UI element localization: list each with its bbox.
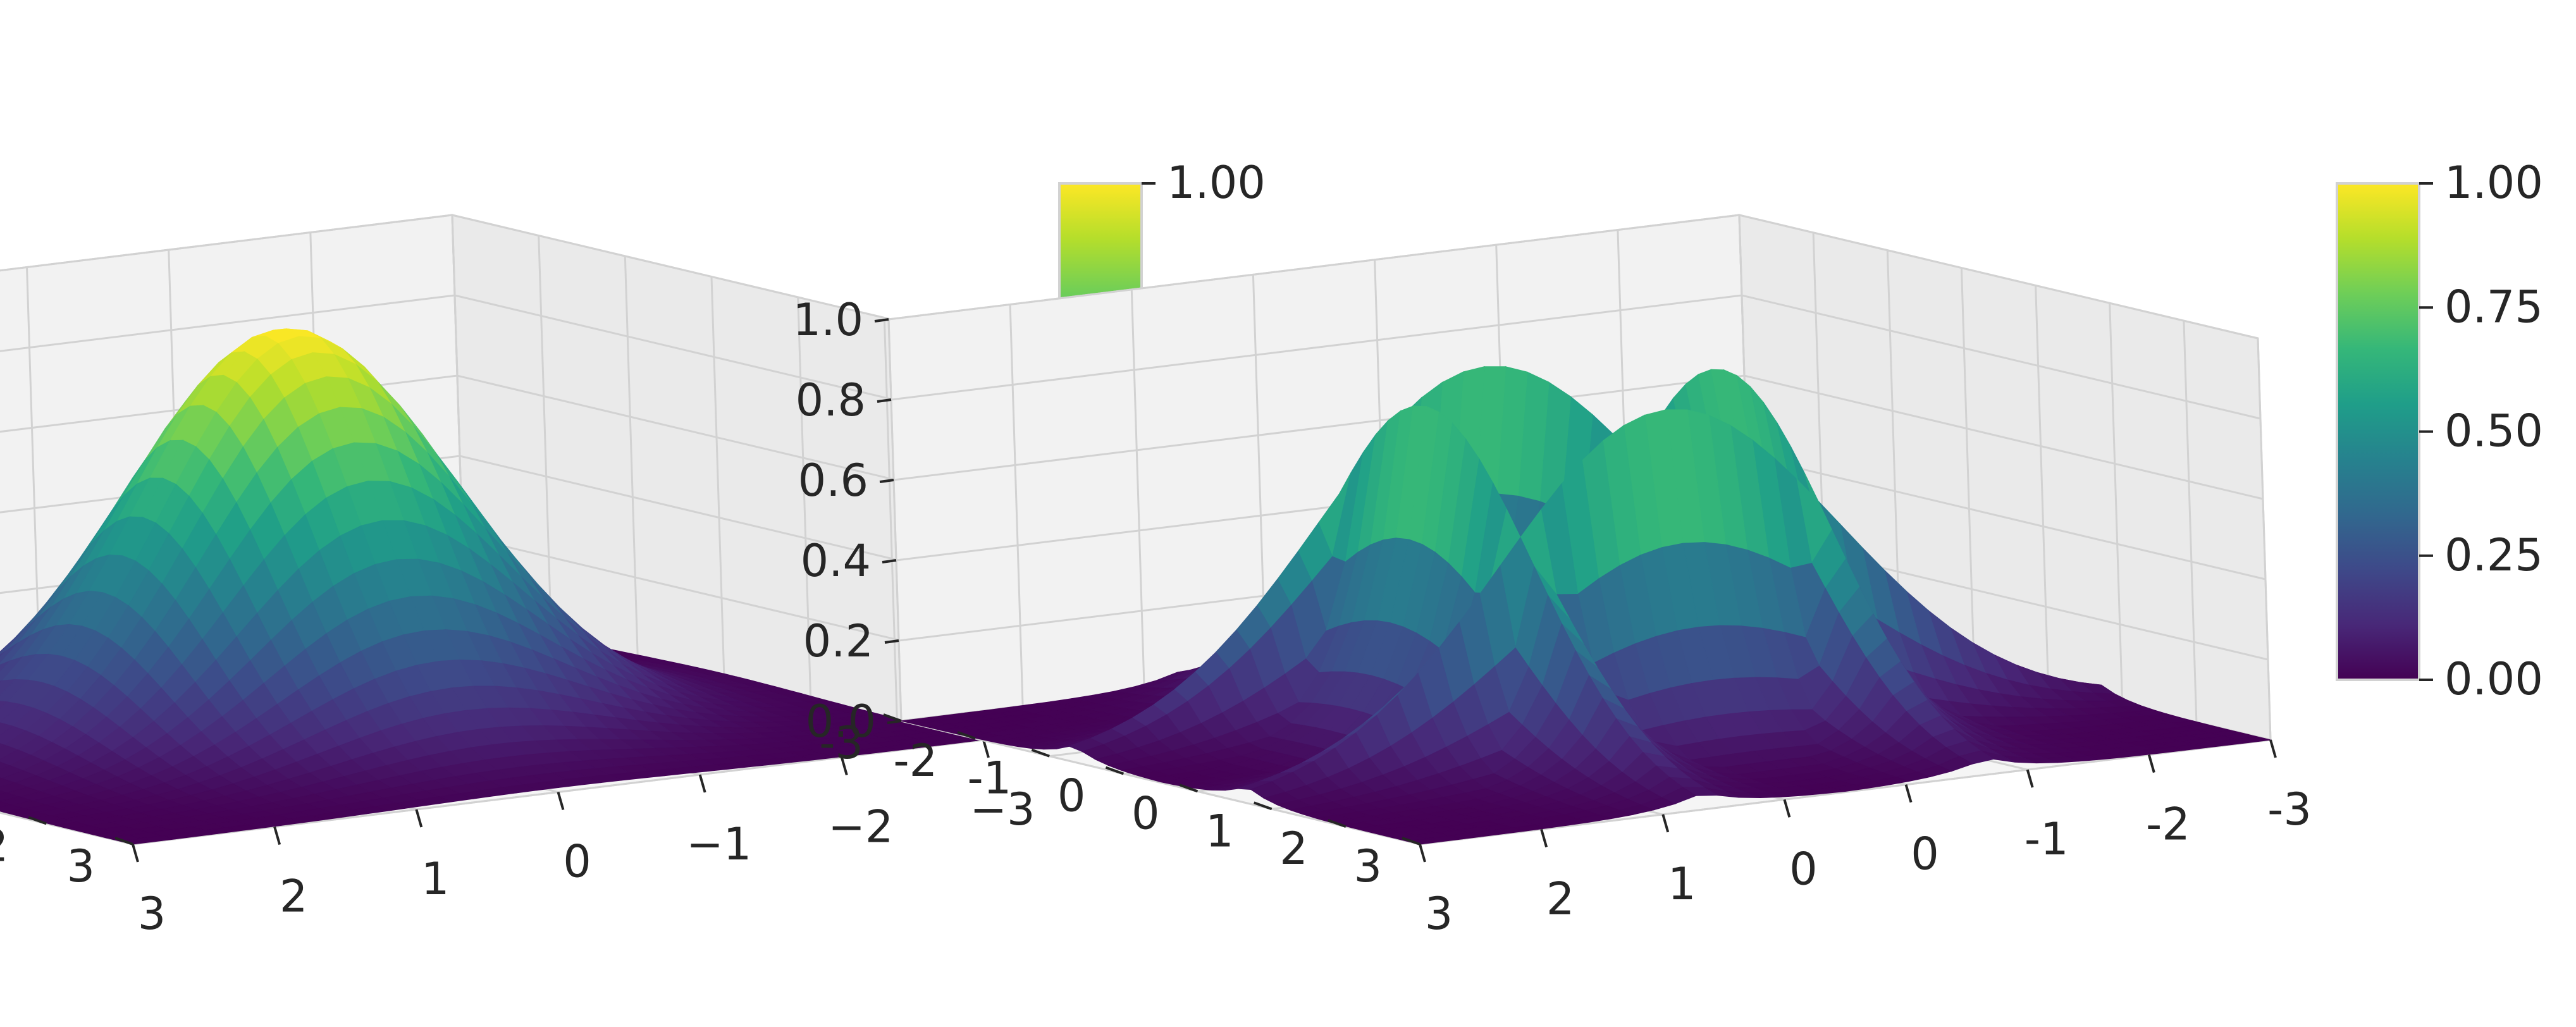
x-tick-label: -2: [2146, 799, 2190, 851]
z-tick: [879, 479, 894, 483]
surface-patch: [0, 722, 14, 736]
x-tick: [2147, 754, 2155, 773]
y-tick-label: -1: [967, 753, 1011, 804]
x-tick: [415, 809, 423, 828]
z-gridline: [0, 214, 971, 340]
colorbar-tick-label: 0.50: [2444, 405, 2543, 457]
y-tick: [1254, 801, 1273, 811]
x-tick: [1540, 828, 1548, 847]
y-tick: [114, 837, 133, 846]
z-gridline: [888, 214, 2259, 340]
x-tick-label: 1: [421, 853, 450, 905]
x-tick: [557, 791, 565, 811]
y-tick-label: 3: [1353, 840, 1382, 892]
x-tick: [273, 826, 281, 846]
surface-patch: [0, 701, 22, 723]
y-tick-label: 1: [1205, 805, 1234, 857]
x-axis: 3 2 1 0 −1 −2 −3: [132, 739, 1035, 940]
colorbar-tick-label: 0.00: [2444, 653, 2543, 705]
x-axis: 3 2 1 0 0 -1 -2 -3: [1419, 739, 2312, 940]
x-tick: [1661, 814, 1670, 833]
x-tick-label: 1: [1668, 858, 1696, 910]
x-tick-label: 2: [280, 871, 308, 923]
x-tick-label: 2: [1546, 873, 1575, 925]
y-tick-label: 3: [66, 840, 95, 892]
z-tick: [882, 559, 897, 563]
z-tick: [884, 639, 899, 644]
x-tick: [132, 844, 139, 863]
z-gridline: [0, 294, 974, 420]
right-surface-plot: 0.00.20.40.60.81.0-3 -2 -1 0 0 1 2 33 2 1 0 0 -1 -2 -3…: [793, 157, 2543, 940]
colorbar: 0.00 0.25 0.50 0.75 1.00: [2336, 157, 2543, 705]
y-tick: [1328, 819, 1347, 828]
surface: [901, 366, 2271, 845]
z-gridline: [893, 374, 2264, 500]
z-tick: [877, 398, 892, 403]
x-tick-label: −2: [828, 801, 893, 853]
surface-patch: [0, 761, 11, 770]
y-axis: -3 -2 -1 0 0 1 2 3: [819, 713, 1420, 892]
x-tick-label: 0: [1911, 828, 1939, 880]
x-tick: [698, 774, 706, 793]
surface: [0, 328, 984, 845]
x-tick: [1904, 784, 1913, 803]
z-tick-label: 0.6: [798, 455, 868, 507]
x-tick-label: -3: [2267, 784, 2312, 835]
x-tick-label: 3: [1425, 888, 1453, 940]
x-tick-label: 0: [563, 836, 591, 888]
y-tick: [28, 816, 47, 825]
y-tick: [1402, 837, 1420, 846]
y-tick: [1105, 766, 1125, 775]
z-gridline: [0, 374, 977, 500]
y-tick-label: 0: [1131, 787, 1160, 839]
z-tick: [874, 318, 889, 323]
y-tick-label: 0: [1057, 770, 1086, 822]
x-tick-label: -1: [2024, 813, 2069, 865]
z-tick-label: 0.4: [801, 535, 871, 587]
surface-patch: [0, 792, 20, 802]
colorbar-tick-label: 0.25: [2444, 529, 2543, 581]
surface-patch: [0, 801, 12, 808]
x-tick-label: 0: [1789, 843, 1818, 895]
z-gridline: [0, 455, 979, 581]
surface-patch: [0, 790, 8, 795]
z-gridline: [891, 294, 2261, 420]
x-tick-label: −3: [970, 784, 1035, 835]
x-tick: [1419, 844, 1426, 863]
x-tick-label: 3: [138, 888, 166, 940]
z-tick-label: 0.8: [796, 374, 866, 426]
colorbar-tick-label: 1.00: [1167, 157, 1266, 209]
y-tick-label: -2: [893, 735, 937, 787]
y-tick: [957, 730, 976, 740]
x-tick: [2026, 769, 2034, 788]
surface-patch: [0, 744, 19, 760]
x-tick: [1783, 799, 1791, 818]
colorbar-gradient: [2336, 182, 2420, 681]
y-tick-label: 2: [0, 820, 8, 872]
z-axis: 0.0 0.2 0.4 0.6 0.8 1.0: [793, 294, 902, 747]
y-tick: [1031, 748, 1050, 758]
colorbar-tick-label: 0.75: [2444, 281, 2543, 333]
y-tick-label: -3: [819, 717, 863, 769]
surface-patch: [0, 778, 16, 788]
y-axis: −3−2−10123: [0, 816, 133, 892]
x-tick: [2269, 739, 2277, 758]
y-tick: [1179, 784, 1199, 793]
z-tick-label: 0.2: [803, 615, 873, 667]
y-tick-label: 2: [1279, 823, 1308, 875]
z-tick-label: 0.0: [806, 696, 876, 747]
left-surface-plot: 0.00.20.40.60.81.0−3−2−101233210−1−2−30.…: [0, 157, 1266, 940]
y-tick: [883, 713, 902, 722]
x-tick-label: −1: [686, 818, 751, 870]
x-tick: [840, 756, 848, 776]
colorbar-tick-label: 1.00: [2444, 157, 2543, 209]
z-tick-label: 1.0: [793, 294, 863, 346]
x-tick: [982, 739, 990, 758]
